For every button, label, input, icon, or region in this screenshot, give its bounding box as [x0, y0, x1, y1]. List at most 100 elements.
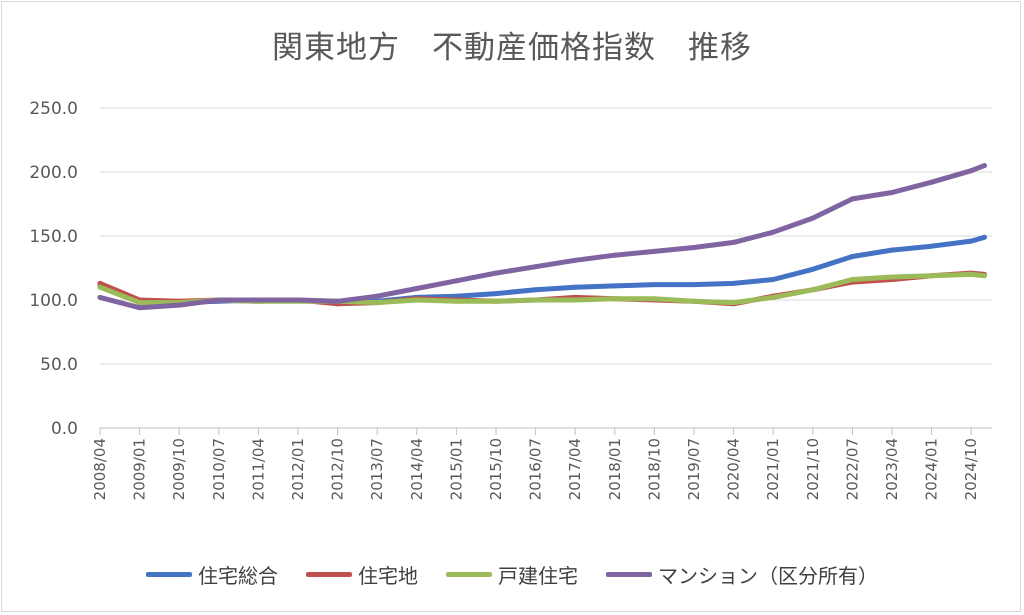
data-point — [810, 215, 816, 221]
data-point — [968, 168, 974, 174]
data-point — [810, 266, 816, 272]
data-point — [849, 277, 855, 283]
x-tick-label: 2022/07 — [843, 438, 861, 500]
data-point — [770, 229, 776, 235]
data-point — [493, 270, 499, 276]
y-tick-label: 50.0 — [40, 355, 78, 375]
x-tick-label: 2023/04 — [883, 438, 901, 500]
legend-label: マンション（区分所有） — [658, 563, 878, 588]
data-point — [572, 257, 578, 263]
chart-title: 関東地方 不動産価格指数 推移 — [272, 30, 752, 66]
legend-label: 戸建住宅 — [498, 563, 578, 588]
data-point — [651, 296, 657, 302]
data-point — [968, 271, 974, 277]
legend-swatch — [606, 571, 652, 577]
legend-item-2: 住宅地 — [306, 560, 418, 589]
data-point — [374, 293, 380, 299]
y-tick-label: 250.0 — [29, 99, 78, 119]
data-point — [97, 280, 103, 286]
data-point — [691, 298, 697, 304]
data-point — [255, 297, 261, 303]
data-point — [849, 253, 855, 259]
legend-swatch — [146, 571, 192, 577]
legend-label: 住宅総合 — [198, 563, 278, 588]
data-point — [137, 305, 143, 311]
x-tick-label: 2015/01 — [447, 438, 465, 500]
x-tick-label: 2024/10 — [962, 438, 980, 500]
series-line-4 — [97, 163, 987, 311]
legend: 住宅総合 住宅地 戸建住宅 マンション（区分所有） — [0, 560, 1024, 588]
x-tick-label: 2021/10 — [804, 438, 822, 500]
data-point — [731, 239, 737, 245]
data-point — [651, 248, 657, 254]
data-point — [97, 294, 103, 300]
legend-item-1: 住宅総合 — [146, 560, 278, 589]
data-point — [929, 243, 935, 249]
data-point — [453, 278, 459, 284]
data-point — [572, 284, 578, 290]
data-point — [453, 298, 459, 304]
x-tick-label: 2014/04 — [408, 438, 426, 500]
x-tick-label: 2016/07 — [527, 438, 545, 500]
data-point — [981, 234, 987, 240]
data-point — [810, 287, 816, 293]
series-lines — [97, 163, 987, 311]
data-point — [691, 282, 697, 288]
legend-swatch — [446, 571, 492, 577]
data-point — [612, 252, 618, 258]
x-tick-label: 2013/07 — [368, 438, 386, 500]
x-tick-label: 2021/01 — [764, 438, 782, 500]
x-tick-label: 2018/01 — [606, 438, 624, 500]
x-tick-label: 2008/04 — [91, 438, 109, 500]
series-line-1 — [97, 234, 987, 306]
y-tick-label: 150.0 — [29, 227, 78, 247]
data-point — [889, 247, 895, 253]
x-tick-label: 2015/10 — [487, 438, 505, 500]
x-tick-label: 2017/04 — [566, 438, 584, 500]
data-point — [414, 297, 420, 303]
y-axis-ticks: 0.0 50.0 100.0 150.0 200.0 250.0 — [29, 99, 78, 439]
data-point — [176, 302, 182, 308]
data-point — [981, 273, 987, 279]
data-point — [770, 294, 776, 300]
data-point — [374, 300, 380, 306]
data-point — [453, 293, 459, 299]
data-point — [889, 274, 895, 280]
data-point — [533, 297, 539, 303]
data-point — [533, 264, 539, 270]
y-tick-label: 0.0 — [51, 419, 78, 439]
data-point — [493, 291, 499, 297]
data-point — [216, 297, 222, 303]
y-tick-label: 100.0 — [29, 291, 78, 311]
y-tick-label: 200.0 — [29, 163, 78, 183]
legend-swatch — [306, 571, 352, 577]
data-point — [137, 300, 143, 306]
data-point — [295, 297, 301, 303]
legend-label: 住宅地 — [358, 563, 418, 588]
x-tick-label: 2012/10 — [329, 438, 347, 500]
legend-item-4: マンション（区分所有） — [606, 560, 878, 589]
data-point — [493, 298, 499, 304]
data-point — [731, 300, 737, 306]
x-tick-label: 2024/01 — [923, 438, 941, 500]
data-point — [691, 245, 697, 251]
data-point — [731, 280, 737, 286]
gridlines — [100, 107, 992, 365]
data-point — [929, 273, 935, 279]
x-axis: 2008/04 2009/01 2009/10 2010/07 2011/04 2012/… — [91, 427, 992, 500]
data-point — [612, 296, 618, 302]
data-point — [968, 238, 974, 244]
data-point — [929, 179, 935, 185]
legend-item-3: 戸建住宅 — [446, 560, 578, 589]
x-tick-label: 2012/01 — [289, 438, 307, 500]
x-tick-label: 2019/07 — [685, 438, 703, 500]
data-point — [612, 283, 618, 289]
x-tick-label: 2009/01 — [131, 438, 149, 500]
x-tick-label: 2011/04 — [249, 438, 267, 500]
data-point — [651, 282, 657, 288]
x-tick-label: 2020/04 — [725, 438, 743, 500]
data-point — [981, 163, 987, 169]
data-point — [572, 297, 578, 303]
data-point — [335, 298, 341, 304]
